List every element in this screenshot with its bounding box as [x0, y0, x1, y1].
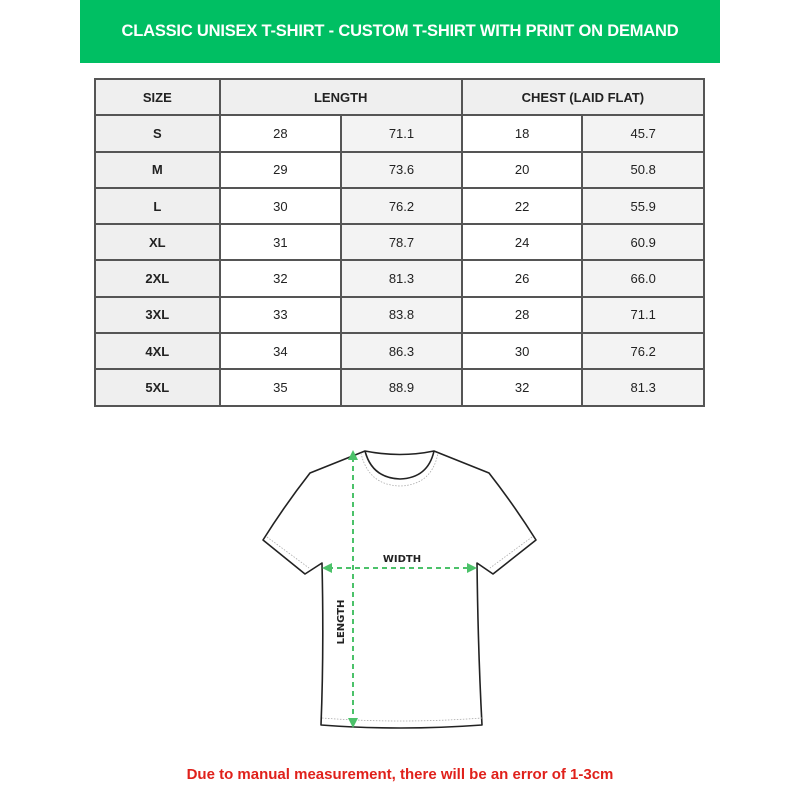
table-row: 5XL 35 88.9 32 81.3 [94, 368, 705, 407]
chest-cm-cell: 50.8 [581, 150, 705, 189]
chest-cm-cell: 76.2 [581, 332, 705, 371]
chest-cm-cell: 55.9 [581, 186, 705, 226]
length-cm-cell: 81.3 [340, 259, 463, 298]
measurement-disclaimer: Due to manual measurement, there will be… [186, 766, 614, 783]
chest-in-cell: 28 [460, 295, 584, 335]
size-cell: 3XL [94, 295, 221, 335]
arrow-left-icon [322, 563, 332, 573]
length-in-cell: 30 [218, 186, 343, 226]
size-cell: XL [94, 223, 221, 262]
length-cm-cell: 83.8 [340, 295, 463, 335]
table-row: M 29 73.6 20 50.8 [94, 150, 705, 189]
header-length: LENGTH [218, 77, 463, 117]
chest-in-cell: 24 [460, 223, 584, 262]
size-cell: 5XL [94, 368, 221, 407]
length-in-cell: 35 [218, 368, 343, 407]
size-cell: 2XL [94, 259, 221, 298]
table-row: L 30 76.2 22 55.9 [94, 186, 705, 226]
chest-in-cell: 20 [460, 150, 584, 189]
table-row: 2XL 32 81.3 26 66.0 [94, 259, 705, 298]
chest-cm-cell: 71.1 [581, 295, 705, 335]
title-banner: CLASSIC UNISEX T-SHIRT - CUSTOM T-SHIRT … [80, 0, 720, 63]
length-in-cell: 34 [218, 332, 343, 371]
table-header-row: SIZE LENGTH CHEST (LAID FLAT) [94, 77, 706, 117]
size-cell: 4XL [94, 332, 221, 371]
table-row: S 28 71.1 18 45.7 [94, 114, 705, 153]
length-cm-cell: 88.9 [340, 368, 463, 407]
chest-in-cell: 32 [460, 368, 584, 407]
chest-in-cell: 22 [460, 186, 584, 226]
length-in-cell: 28 [218, 114, 343, 153]
arrow-right-icon [467, 563, 477, 573]
length-in-cell: 33 [218, 295, 343, 335]
length-cm-cell: 71.1 [340, 114, 463, 153]
width-label: WIDTH [383, 554, 421, 565]
length-cm-cell: 73.6 [340, 150, 463, 189]
table-row: XL 31 78.7 24 60.9 [94, 223, 705, 262]
chest-in-cell: 26 [460, 259, 584, 298]
size-chart-table: SIZE LENGTH CHEST (LAID FLAT) S 28 71.1 18 4… [94, 77, 706, 407]
length-in-cell: 29 [218, 150, 343, 189]
arrow-down-icon [348, 718, 358, 728]
table-row: 3XL 33 83.8 28 71.1 [94, 295, 705, 335]
table-row: 4XL 34 86.3 30 76.2 [94, 332, 705, 371]
chest-cm-cell: 45.7 [581, 114, 705, 153]
length-in-cell: 31 [218, 223, 343, 262]
length-cm-cell: 78.7 [340, 223, 463, 262]
chest-cm-cell: 66.0 [581, 259, 705, 298]
chest-cm-cell: 81.3 [581, 368, 705, 407]
arrow-up-icon [348, 450, 358, 460]
chest-in-cell: 18 [460, 114, 584, 153]
tshirt-outline [262, 450, 537, 729]
size-cell: M [94, 150, 221, 189]
size-cell: L [94, 186, 221, 226]
chest-cm-cell: 60.9 [581, 223, 705, 262]
header-chest: CHEST (LAID FLAT) [460, 77, 706, 117]
size-cell: S [94, 114, 221, 153]
header-size: SIZE [94, 77, 221, 117]
chest-in-cell: 30 [460, 332, 584, 371]
tshirt-collar [364, 450, 435, 480]
length-label: LENGTH [336, 600, 347, 645]
length-cm-cell: 76.2 [340, 186, 463, 226]
measure-arrows [328, 457, 470, 721]
length-in-cell: 32 [218, 259, 343, 298]
length-cm-cell: 86.3 [340, 332, 463, 371]
